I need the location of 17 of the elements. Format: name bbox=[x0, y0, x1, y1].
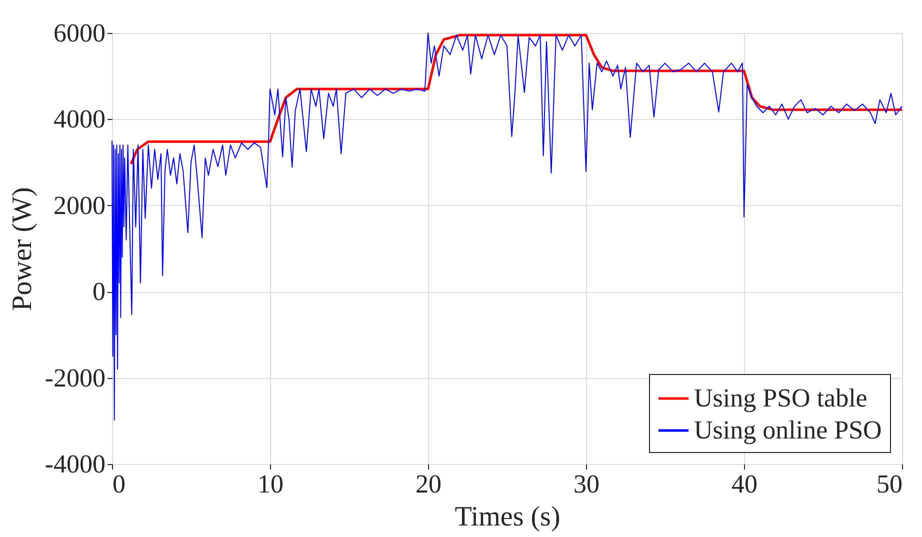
x-tick-label: 30 bbox=[574, 470, 600, 498]
legend-label: Using PSO table bbox=[694, 384, 868, 412]
y-tick-label: 0 bbox=[92, 277, 106, 306]
x-tick-label: 10 bbox=[258, 470, 284, 498]
line-series bbox=[112, 32, 902, 421]
y-tick-label: -4000 bbox=[44, 450, 106, 478]
x-tick-label: 0 bbox=[112, 470, 126, 498]
y-tick-label: -2000 bbox=[44, 363, 106, 392]
y-tick-label: 2000 bbox=[54, 190, 106, 220]
y-tick-label: 6000 bbox=[54, 18, 106, 48]
y-tick-label: 4000 bbox=[54, 104, 106, 134]
x-axis-title: Times (s) bbox=[454, 502, 560, 532]
x-tick-label: 50 bbox=[876, 470, 902, 498]
y-axis-title: Power (W) bbox=[6, 187, 38, 311]
legend-label: Using online PSO bbox=[694, 416, 882, 444]
x-tick-label: 40 bbox=[732, 470, 758, 498]
x-tick-label: 20 bbox=[416, 470, 442, 498]
